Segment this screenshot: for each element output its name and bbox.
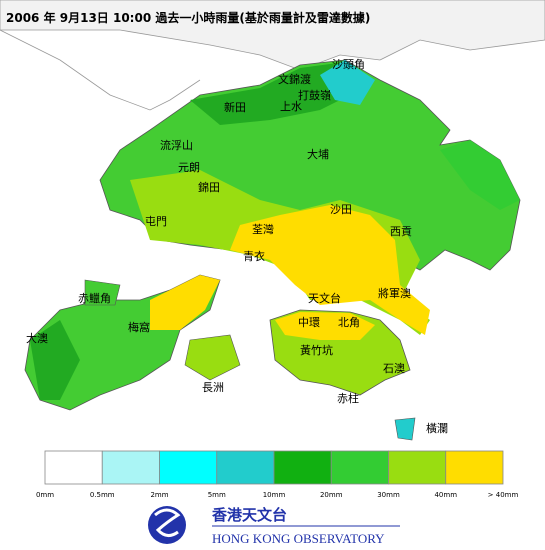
lamma [184,334,241,381]
rain-saikung [440,140,520,210]
place-label: 屯門 [145,215,167,228]
legend-label: > 40mm [488,491,519,499]
place-label: 中環 [298,316,320,329]
place-label: 荃灣 [252,222,274,236]
rain-ne [320,60,375,105]
place-label: 橫瀾 [426,421,448,435]
place-label: 梅窩 [128,320,150,334]
rain-lantau-west [30,320,80,400]
legend-label: 40mm [434,491,457,499]
place-label: 赤鱲角 [78,292,111,305]
place-label: 將軍澳 [378,286,411,300]
legend-swatch [273,450,332,485]
coastline [0,29,201,111]
place-label: 大澳 [26,331,48,345]
logo-chinese: 香港天文台 [212,506,287,524]
logo-swirl [154,508,181,537]
legend-swatch [44,450,103,485]
logo: 香港天文台 HONG KONG OBSERVATORY [148,506,400,546]
legend-swatch [388,450,447,485]
legend-swatch [101,450,160,485]
rain-heavy [230,205,430,335]
place-label: 元朗 [178,161,200,174]
place-label: 赤柱 [337,391,359,405]
legend-label: 2mm [150,491,168,499]
place-label: 打鼓嶺 [298,88,331,102]
rain-island [275,312,375,340]
place-label: 沙田 [330,203,352,216]
legend-swatch [330,450,389,485]
place-label: 石澳 [383,362,405,375]
legend-swatch [445,450,504,485]
logo-english: HONG KONG OBSERVATORY [212,531,385,546]
legend-label: 30mm [377,491,400,499]
rain-north [190,62,360,125]
place-label: 天文台 [308,291,341,305]
waglan [394,417,416,441]
title: 2006 年 9月13日 10:00 過去一小時雨量(基於雨量計及雷達數據) [6,10,370,25]
place-label: 西貢 [390,225,412,238]
legend-label: 5mm [208,491,226,499]
place-label: 長洲 [202,381,224,394]
rain-lantau [150,275,220,330]
legend-label: 20mm [320,491,343,499]
legend: 0mm 0.5mm 2mm 5mm 10mm 20mm 30mm 40mm > 40mm [36,450,519,499]
logo-emblem [148,506,186,544]
place-label: 流浮山 [160,138,193,152]
airport [84,279,121,306]
place-label: 文錦渡 [278,72,311,86]
legend-swatch [216,450,275,485]
place-label: 北角 [338,316,360,329]
place-label: 青衣 [243,249,265,263]
legend-label: 0.5mm [90,491,115,499]
place-label: 沙頭角 [332,58,365,71]
legend-swatch [159,450,218,485]
legend-label: 10mm [263,491,286,499]
mainland [0,0,545,71]
place-label: 新田 [224,100,246,114]
place-label: 錦田 [198,180,220,194]
legend-label: 0mm [36,491,54,499]
place-label: 大埔 [307,147,329,161]
place-label: 黃竹坑 [300,343,333,357]
place-label: 上水 [280,100,302,113]
